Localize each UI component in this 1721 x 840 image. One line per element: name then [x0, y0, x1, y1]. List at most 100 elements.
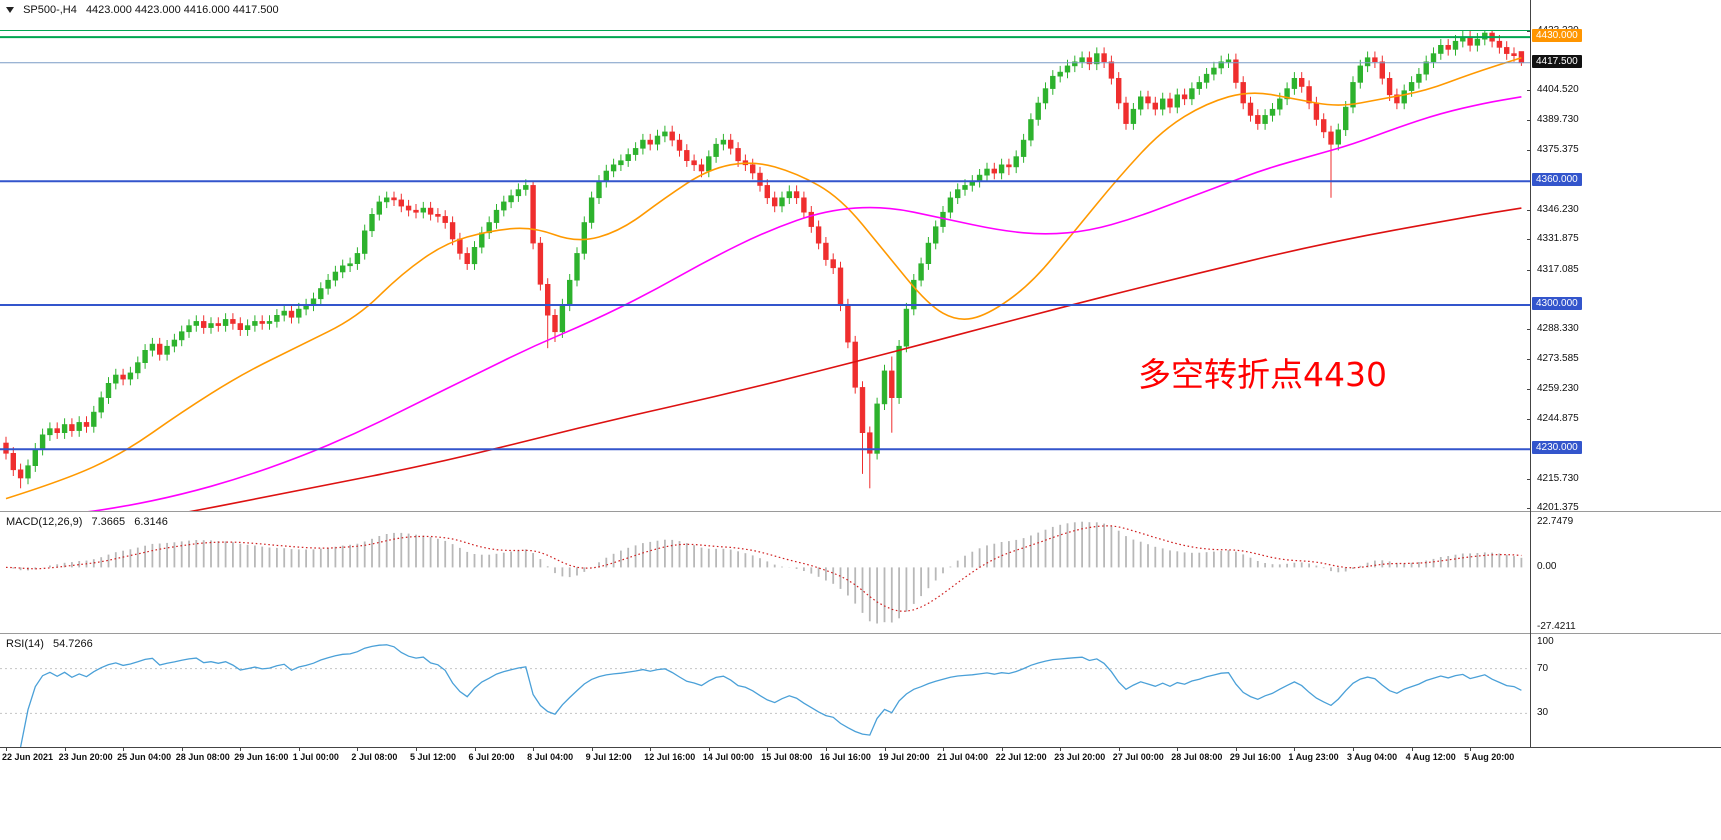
price-axis-label: 4288.330	[1537, 323, 1579, 334]
rsi-title: RSI(14)	[6, 638, 44, 650]
time-axis-label: 1 Aug 23:00	[1288, 752, 1339, 762]
macd-panel-canvas[interactable]	[0, 513, 1530, 633]
time-axis-label: 9 Jul 12:00	[585, 752, 632, 762]
time-axis-label: 12 Jul 16:00	[644, 752, 696, 762]
time-axis-line	[0, 747, 1721, 748]
time-axis[interactable]: 22 Jun 2021 23 Jun 20:00 25 Jun 04:00 28 Ju…	[0, 748, 1530, 768]
time-axis-label: 28 Jul 08:00	[1171, 752, 1223, 762]
time-axis-tick	[298, 747, 300, 751]
time-axis-tick	[1470, 747, 1472, 751]
panel-splitter[interactable]	[0, 511, 1721, 512]
price-axis-tick	[1527, 418, 1531, 420]
price-axis[interactable]: 4433.2204404.5204389.7304375.3754346.230…	[1527, 0, 1721, 840]
rsi-header: RSI(14) 54.7266	[6, 638, 99, 650]
time-axis-tick	[181, 747, 183, 751]
time-axis-label: 19 Jul 20:00	[878, 752, 930, 762]
time-axis-tick	[240, 747, 242, 751]
time-axis-tick	[943, 747, 944, 751]
price-axis-tick	[1527, 149, 1531, 151]
time-axis-label: 23 Jul 20:00	[1054, 752, 1106, 762]
macd-title: MACD(12,26,9)	[6, 516, 83, 528]
time-axis-label: 3 Aug 04:00	[1347, 752, 1398, 762]
time-axis-label: 23 Jun 20:00	[58, 752, 113, 762]
time-axis-label: 29 Jul 16:00	[1229, 752, 1281, 762]
time-axis-label: 2 Jul 08:00	[351, 752, 398, 762]
price-axis-line	[1530, 0, 1531, 748]
price-axis-tick	[1527, 89, 1531, 91]
price-axis-label: 4244.875	[1537, 412, 1579, 424]
price-axis-tick	[1527, 508, 1531, 510]
time-axis-label: 8 Jul 04:00	[527, 752, 574, 762]
time-axis-label: 5 Aug 20:00	[1464, 752, 1515, 762]
price-axis-tick	[1527, 329, 1531, 330]
time-axis-tick	[416, 747, 417, 751]
rsi-axis-label: 100	[1537, 636, 1554, 647]
macd-axis-max: 22.7479	[1537, 516, 1574, 527]
price-axis-label: 4375.375	[1537, 143, 1579, 155]
price-axis-label: 4215.730	[1537, 472, 1579, 484]
price-axis-label: 4389.730	[1537, 114, 1579, 126]
panel-splitter[interactable]	[0, 633, 1721, 634]
time-axis-tick	[884, 747, 886, 751]
time-axis-tick	[1177, 747, 1179, 751]
macd-value-main: 7.3665	[91, 516, 126, 528]
time-axis-label: 25 Jun 04:00	[117, 752, 172, 762]
rsi-panel-canvas[interactable]	[0, 635, 1530, 747]
price-axis-tick	[1527, 30, 1531, 32]
macd-axis-zero: 0.00	[1537, 561, 1557, 573]
time-axis-label: 28 Jun 08:00	[175, 752, 230, 762]
time-axis-tick	[6, 747, 7, 751]
symbol-timeframe-label: SP500-,H4	[23, 4, 77, 16]
time-axis-label: 15 Jul 08:00	[761, 752, 813, 762]
price-axis-label: 4259.230	[1537, 383, 1579, 394]
time-axis-tick	[1411, 747, 1413, 751]
time-axis-tick	[1353, 747, 1354, 751]
time-axis-tick	[650, 747, 652, 751]
time-axis-tick	[357, 747, 359, 751]
price-axis-label: 4404.520	[1537, 83, 1579, 95]
time-axis-tick	[1294, 747, 1296, 751]
price-axis-label: 4201.375	[1537, 502, 1579, 514]
price-axis-tick	[1527, 269, 1531, 271]
time-axis-tick	[708, 747, 710, 751]
time-axis-label: 22 Jul 12:00	[995, 752, 1047, 762]
time-axis-tick	[64, 747, 66, 751]
price-axis-tick	[1527, 209, 1531, 211]
time-axis-label: 1 Jul 00:00	[292, 752, 339, 762]
macd-header: MACD(12,26,9) 7.3665 6.3146	[6, 516, 174, 528]
rsi-axis-label: 70	[1537, 662, 1549, 674]
price-axis-label: 4273.585	[1537, 353, 1579, 365]
chart-annotation-text: 多空转折点4430	[1138, 355, 1387, 394]
time-axis-tick	[123, 747, 125, 751]
price-axis-tick	[1527, 389, 1531, 390]
time-axis-label: 5 Jul 12:00	[410, 752, 457, 762]
rsi-axis-label: 30	[1537, 707, 1549, 719]
price-axis-tick	[1527, 120, 1531, 122]
time-axis-tick	[1235, 747, 1237, 751]
macd-value-signal: 6.3146	[134, 516, 168, 528]
time-axis-label: 27 Jul 00:00	[1112, 752, 1164, 762]
time-axis-label: 22 Jun 2021	[2, 752, 54, 762]
time-axis-label: 4 Aug 12:00	[1405, 752, 1456, 762]
time-axis-tick	[767, 747, 769, 751]
time-axis-label: 29 Jun 16:00	[234, 752, 289, 762]
rsi-value: 54.7266	[52, 638, 93, 650]
time-axis-tick	[1118, 747, 1120, 751]
time-axis-label: 6 Jul 20:00	[468, 752, 515, 762]
price-line-badge: 4360.000	[1532, 173, 1582, 187]
symbol-dropdown-icon[interactable]	[6, 7, 14, 14]
ohlc-values: 4423.000 4423.000 4416.000 4417.500	[85, 4, 279, 16]
time-axis-tick	[474, 747, 476, 751]
price-axis-tick	[1527, 359, 1531, 361]
price-line-badge: 4430.000	[1532, 29, 1582, 43]
time-axis-tick	[825, 747, 827, 751]
price-axis-label: 4346.230	[1537, 203, 1579, 215]
time-axis-tick	[1060, 747, 1062, 751]
price-line-badge: 4300.000	[1532, 297, 1582, 310]
time-axis-label: 14 Jul 00:00	[702, 752, 754, 762]
chart-header: SP500-,H4 4423.000 4423.000 4416.000 441…	[6, 4, 285, 16]
macd-axis-min: -27.4211	[1537, 621, 1576, 632]
time-axis-tick	[591, 747, 593, 751]
main-chart-canvas[interactable]	[0, 0, 1530, 511]
